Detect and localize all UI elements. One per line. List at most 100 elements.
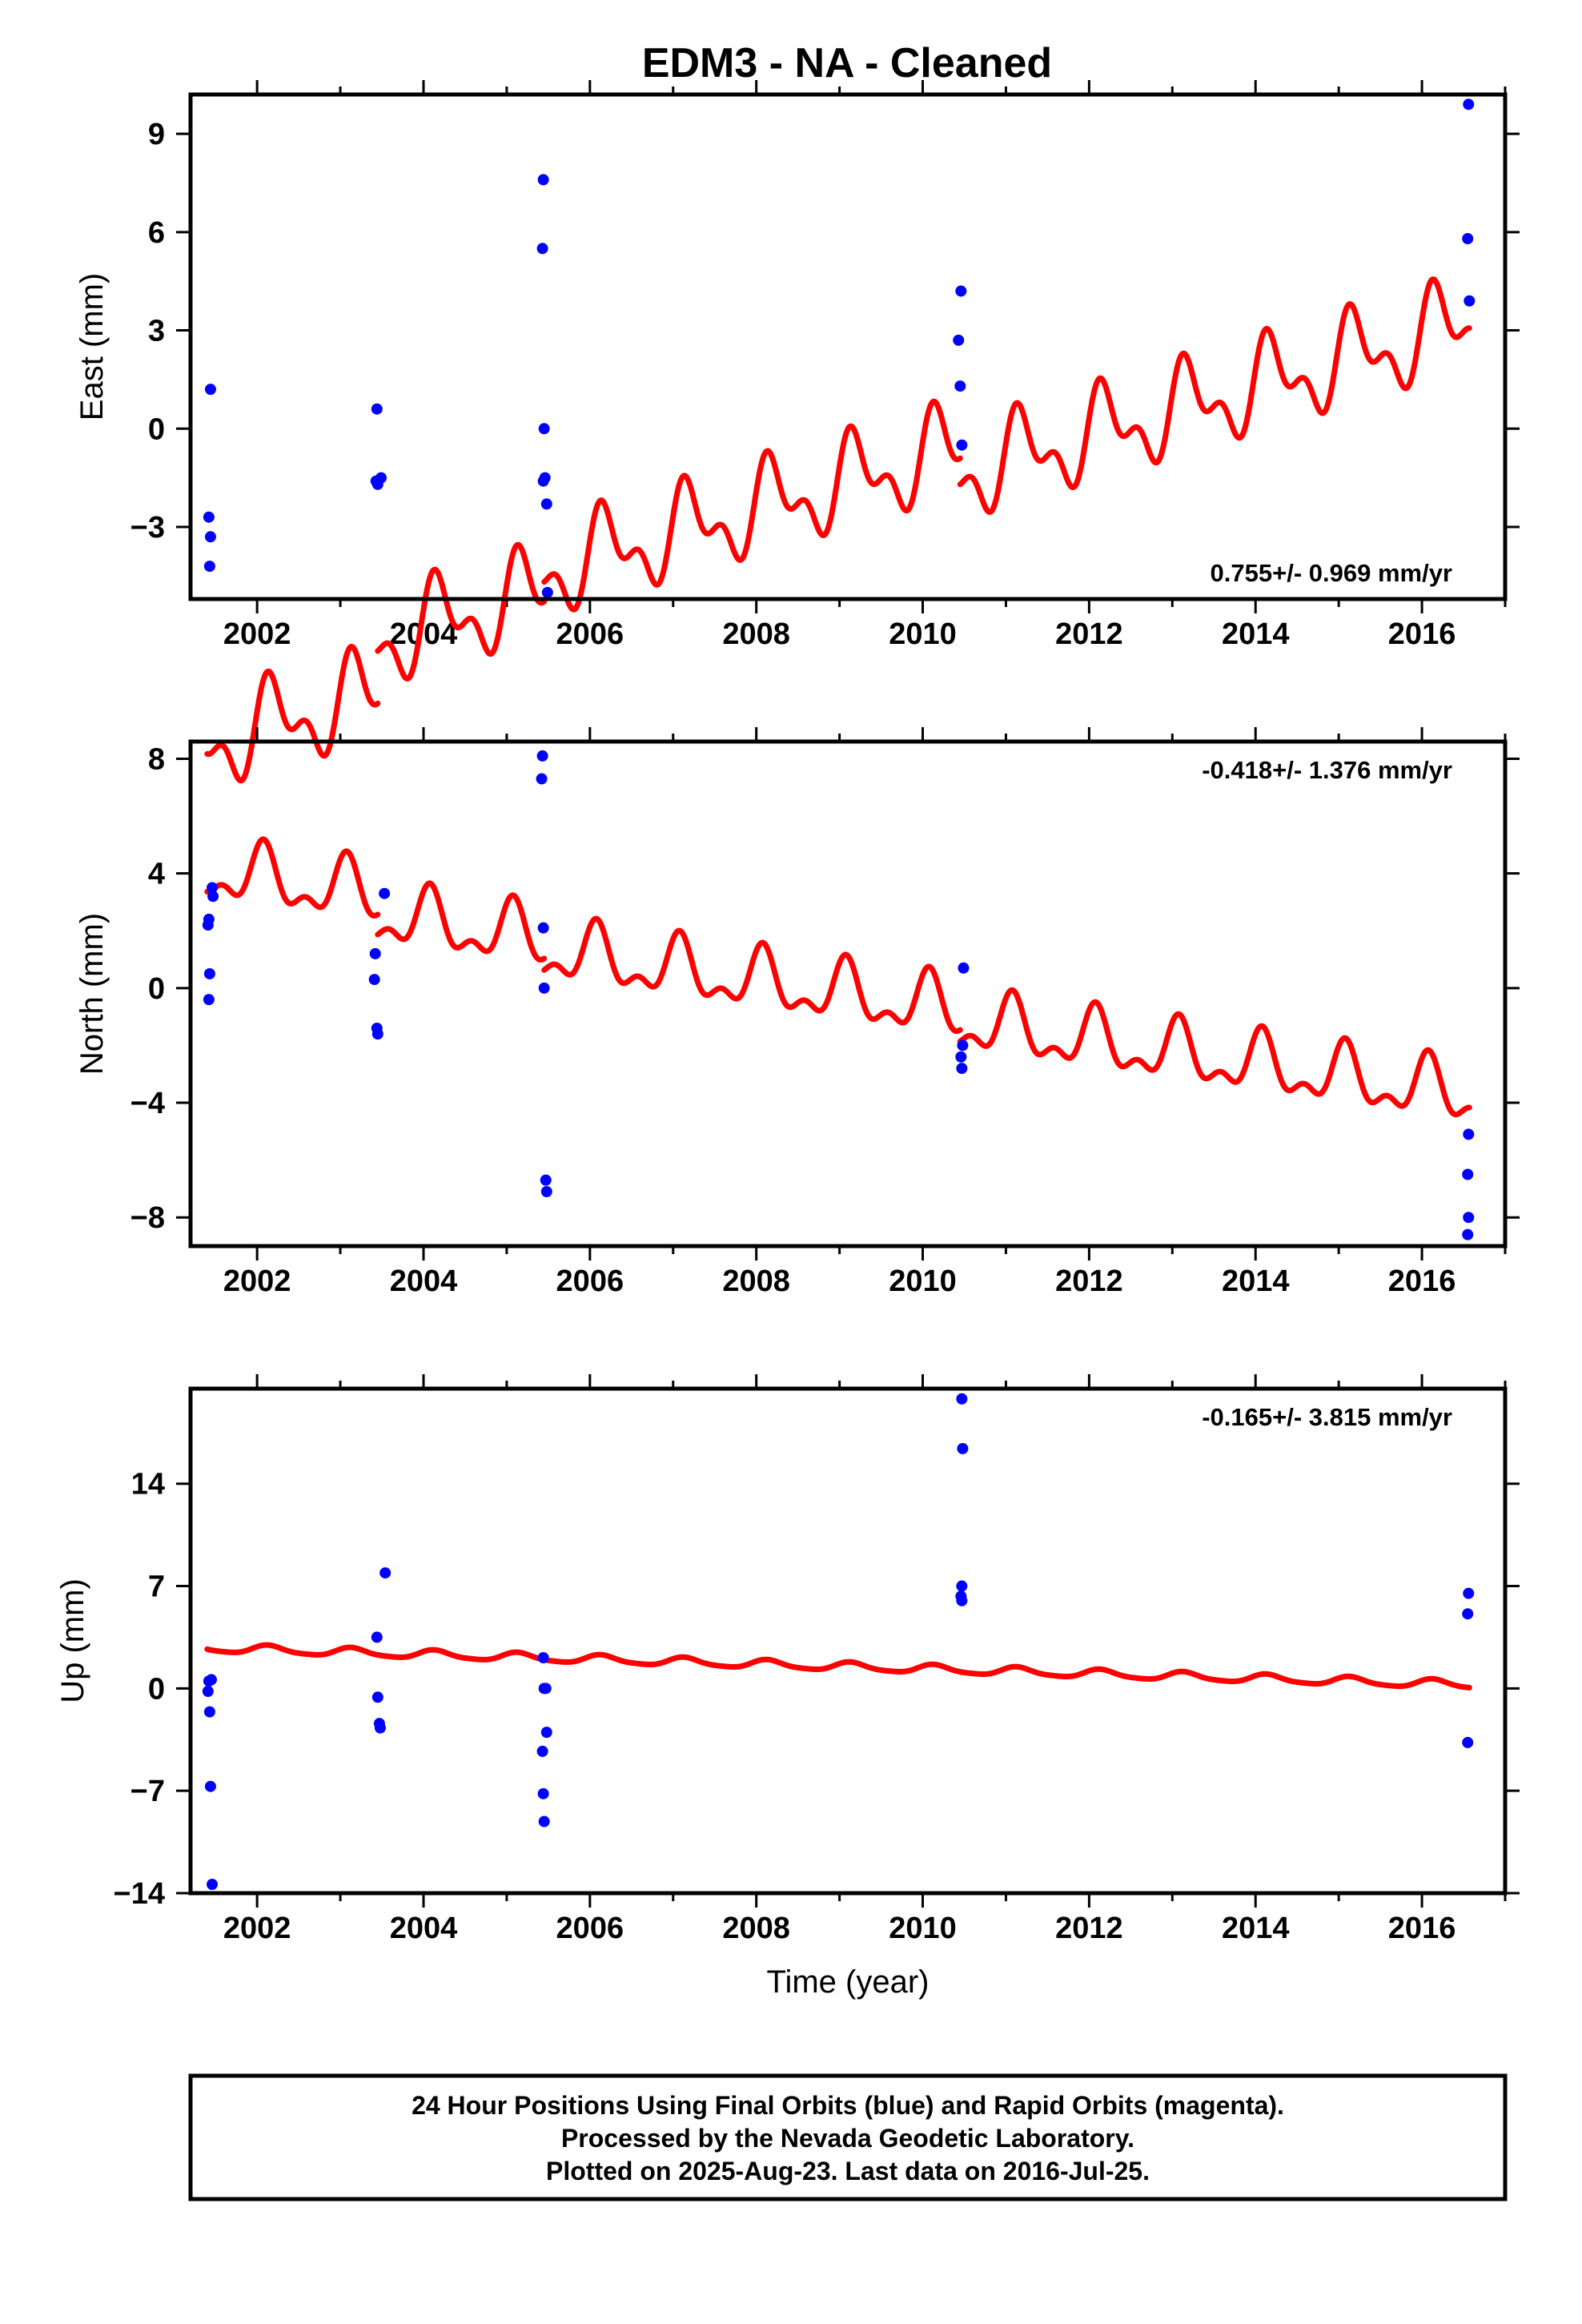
north-data-point xyxy=(540,1185,552,1197)
east-data-points xyxy=(203,99,1476,598)
up-data-point xyxy=(371,1631,383,1643)
east-x-tick-label: 2014 xyxy=(1222,617,1290,651)
up-data-point xyxy=(956,1594,968,1606)
north-data-point xyxy=(958,962,970,974)
east-data-point xyxy=(1462,233,1474,244)
up-x-tick-label: 2016 xyxy=(1388,1912,1456,1945)
east-x-tick-label: 2008 xyxy=(722,617,790,651)
east-model-segment xyxy=(204,644,381,784)
up-data-point xyxy=(536,1745,548,1757)
up-data-point xyxy=(957,1442,969,1454)
east-data-point xyxy=(953,334,965,346)
north-model-segment xyxy=(204,836,381,919)
up-x-tick-label: 2012 xyxy=(1055,1912,1123,1945)
east-data-point xyxy=(204,531,216,543)
east-model-segment xyxy=(541,398,963,613)
east-data-point xyxy=(538,423,550,435)
north-axis-label: North (mm) xyxy=(74,913,110,1075)
north-plot-frame xyxy=(188,739,1508,1248)
up-y-tick-label: 14 xyxy=(131,1468,165,1502)
north-data-point xyxy=(379,887,391,899)
north-data-point xyxy=(369,947,381,959)
up-y-tick-label: 7 xyxy=(148,1570,165,1604)
up-data-point xyxy=(540,1683,552,1695)
east-data-point xyxy=(956,439,968,451)
up-data-point xyxy=(207,1879,219,1891)
chart-title: EDM3 - NA - Cleaned xyxy=(642,40,1052,86)
north-x-tick-label: 2002 xyxy=(223,1265,291,1298)
north-data-point xyxy=(956,1063,968,1075)
up-data-point xyxy=(204,1780,216,1792)
east-data-point xyxy=(203,511,215,523)
up-panel: 2002 2004 2006 2008 2010 2012 2014 2016 −14 −7 0 7 1… xyxy=(55,1374,1520,2000)
north-x-tick-label: 2004 xyxy=(390,1265,458,1298)
north-data-point xyxy=(955,1051,967,1063)
up-model-segment xyxy=(204,1642,1472,1691)
east-data-point xyxy=(955,285,967,297)
up-axis-label: Up (mm) xyxy=(55,1578,90,1703)
north-model-segment xyxy=(541,915,963,1035)
up-data-point xyxy=(371,1691,383,1703)
east-model-curve xyxy=(204,276,1472,784)
east-data-point xyxy=(203,561,215,573)
up-data-point xyxy=(379,1567,391,1579)
east-x-tick-label: 2010 xyxy=(889,617,957,651)
up-x-tick-label: 2006 xyxy=(556,1912,624,1945)
north-y-tick-label: 8 xyxy=(148,742,165,776)
up-data-points xyxy=(202,1393,1475,1891)
north-panel: 2002 2004 2006 2008 2010 2012 2014 2016−8−4048 … xyxy=(74,727,1520,1298)
east-plot-frame xyxy=(188,92,1508,601)
east-data-point xyxy=(537,475,549,487)
north-model-segment xyxy=(957,987,1472,1118)
north-data-point xyxy=(537,922,549,934)
east-y-tick-label: 0 xyxy=(148,412,165,446)
north-data-point xyxy=(368,974,380,986)
east-x-tick-label: 2012 xyxy=(1055,617,1123,651)
up-x-tick-label: 2014 xyxy=(1222,1912,1290,1945)
up-axes: 2002 2004 2006 2008 2010 2012 2014 2016 −14 −7 0 7 1… xyxy=(114,1374,1520,1945)
east-axis-label: East (mm) xyxy=(74,273,110,420)
east-x-tick-label: 2016 xyxy=(1388,617,1456,651)
up-data-point xyxy=(203,1706,215,1718)
north-x-tick-label: 2006 xyxy=(556,1265,624,1298)
north-data-point xyxy=(536,773,548,785)
up-data-point xyxy=(203,1675,215,1687)
north-data-point xyxy=(536,750,548,762)
north-data-point xyxy=(1462,1228,1474,1240)
north-y-tick-label: 4 xyxy=(148,858,165,891)
footer-line-plotted: Plotted on 2025-Aug-23. Last data on 201… xyxy=(546,2157,1150,2185)
east-rate-label: 0.755+/- 0.969 mm/yr xyxy=(1211,559,1452,587)
footer-line-orbits: 24 Hour Positions Using Final Orbits (bl… xyxy=(412,2091,1284,2120)
north-data-point xyxy=(1462,1168,1474,1180)
north-y-tick-label: −4 xyxy=(130,1087,165,1120)
north-data-point xyxy=(540,1174,552,1186)
east-data-point xyxy=(540,498,552,510)
east-model-segment xyxy=(957,276,1472,515)
north-data-point xyxy=(203,967,215,979)
up-data-point xyxy=(1463,1587,1475,1599)
up-model-curve xyxy=(204,1642,1472,1691)
up-data-point xyxy=(537,1787,549,1799)
up-plot-frame xyxy=(188,1386,1508,1896)
north-data-point xyxy=(1463,1128,1475,1140)
north-data-point xyxy=(203,994,215,1006)
east-data-point xyxy=(375,472,387,484)
east-y-tick-label: 9 xyxy=(148,118,165,151)
up-y-tick-label: −7 xyxy=(130,1775,165,1808)
up-data-point xyxy=(374,1722,386,1734)
up-x-tick-label: 2010 xyxy=(889,1912,957,1945)
time-axis-label: Time (year) xyxy=(767,1964,930,2000)
up-x-tick-label: 2002 xyxy=(223,1912,291,1945)
footer-frame xyxy=(188,2073,1508,2201)
east-x-tick-label: 2006 xyxy=(556,617,624,651)
east-data-point xyxy=(1463,99,1475,111)
east-data-point xyxy=(204,384,216,396)
east-y-tick-label: −3 xyxy=(130,511,165,545)
north-model-curve xyxy=(204,836,1472,1118)
east-data-point xyxy=(537,174,549,186)
up-data-point xyxy=(956,1393,968,1405)
